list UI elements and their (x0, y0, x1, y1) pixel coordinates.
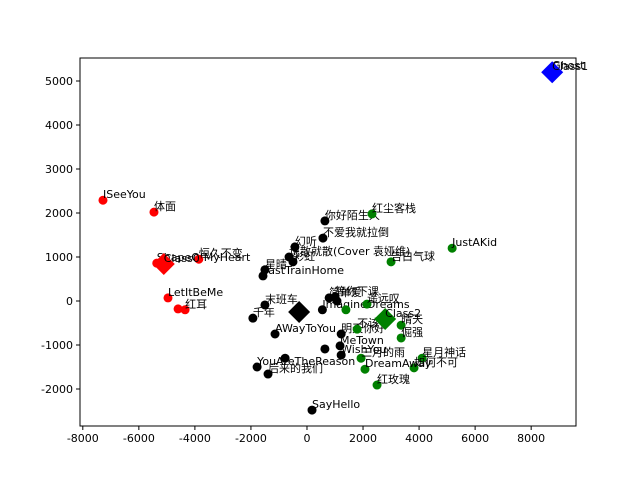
point (386, 257, 396, 267)
centroid-marker (288, 301, 311, 324)
point (317, 305, 327, 315)
y-tick-label: 1000 (45, 251, 73, 264)
point (98, 195, 108, 205)
y-tick-label: 5000 (45, 75, 73, 88)
x-tick-label: -2000 (235, 432, 267, 445)
point (318, 233, 328, 243)
point (396, 333, 406, 343)
point-label: DreamAway (365, 357, 432, 370)
point-label: 体面 (154, 199, 176, 213)
point-label: Class1 (552, 60, 588, 73)
point-label: 末班车 (265, 292, 298, 306)
point-label: 你好陌生人 (325, 208, 380, 222)
x-tick-label: 6000 (461, 432, 489, 445)
point (335, 341, 345, 351)
point (320, 216, 330, 226)
point (258, 271, 268, 281)
x-tick-label: 2000 (349, 432, 377, 445)
centroid-marker (541, 61, 564, 84)
point-label: 红尘客栈 (372, 201, 416, 215)
point-label: 千年 (253, 305, 275, 319)
y-tick-label: 4000 (45, 119, 73, 132)
point (260, 300, 270, 310)
centroid-marker (152, 253, 175, 276)
point (290, 242, 300, 252)
point-label: 恒久不变 (199, 246, 243, 260)
point (356, 353, 366, 363)
point (270, 329, 280, 339)
point-label: Ghost (552, 59, 585, 72)
point-label: 告白气球 (391, 249, 435, 263)
point-label: AWayToYou (275, 322, 336, 335)
point (252, 362, 262, 372)
point (417, 353, 427, 363)
point (320, 344, 330, 354)
point (280, 353, 290, 363)
point-label: 如何不可 (414, 355, 458, 369)
point-label: 倔强 (401, 325, 423, 339)
x-tick-label: -8000 (67, 432, 99, 445)
x-tick-label: -6000 (123, 432, 155, 445)
point (447, 243, 457, 253)
point-label: FastTrainHome (263, 264, 344, 277)
point-label: 等你下课 (335, 284, 379, 298)
x-tick-label: -4000 (179, 432, 211, 445)
point (352, 324, 362, 334)
point (396, 320, 406, 330)
x-tick-label: 0 (303, 432, 310, 445)
point-label: 三月的雨 (361, 345, 405, 359)
point (372, 380, 382, 390)
point (307, 405, 317, 415)
point (194, 254, 204, 264)
point (336, 350, 346, 360)
point (248, 313, 258, 323)
point-label: 后来的我们 (268, 361, 323, 375)
point-label: 红玫瑰 (377, 372, 410, 386)
point-label: JustAKid (451, 236, 497, 249)
point-label: 不爱我就拉倒 (323, 225, 389, 239)
point (336, 329, 346, 339)
point-label: 不该 (357, 316, 379, 330)
point-label: SayHello (312, 398, 360, 411)
point (367, 209, 377, 219)
point-label: 幻听 (295, 235, 317, 248)
point-label: 遥远叹 (367, 292, 400, 305)
y-tick-label: 3000 (45, 163, 73, 176)
point-label: 晴天 (401, 313, 423, 326)
point-label: Class2 (385, 307, 421, 320)
centroid-marker (374, 308, 397, 331)
point-label: 红耳 (185, 298, 207, 311)
point (341, 305, 351, 315)
point-label: LetItBeMe (168, 286, 223, 299)
point (173, 304, 183, 314)
point (362, 299, 372, 309)
y-tick-label: -2000 (41, 383, 73, 396)
point-label: WishYou (341, 343, 386, 356)
point (180, 305, 190, 315)
y-tick-label: 2000 (45, 207, 73, 220)
point-label: ISeeYou (103, 188, 146, 201)
y-tick-label: 0 (66, 295, 73, 308)
point-label: Class0 (164, 252, 200, 265)
point-label: 明天你好 (341, 321, 385, 335)
plot-frame (79, 57, 577, 427)
point (163, 293, 173, 303)
point-label: 说散就散(Cover 袁娅维) (289, 244, 410, 258)
point (263, 369, 273, 379)
point-label: MeTown (340, 334, 384, 347)
point (332, 296, 342, 306)
point-label: ShapeOfMyHeart (157, 251, 251, 264)
point-label: 彩虹 (293, 250, 315, 263)
point (288, 257, 298, 267)
x-tick-label: 8000 (517, 432, 545, 445)
x-tick-label: 4000 (405, 432, 433, 445)
y-tick-label: -1000 (41, 339, 73, 352)
point (149, 207, 159, 217)
point (360, 364, 370, 374)
point (409, 363, 419, 373)
point-label: 星月神话 (422, 345, 466, 359)
point-label: 星晴 (265, 258, 287, 271)
